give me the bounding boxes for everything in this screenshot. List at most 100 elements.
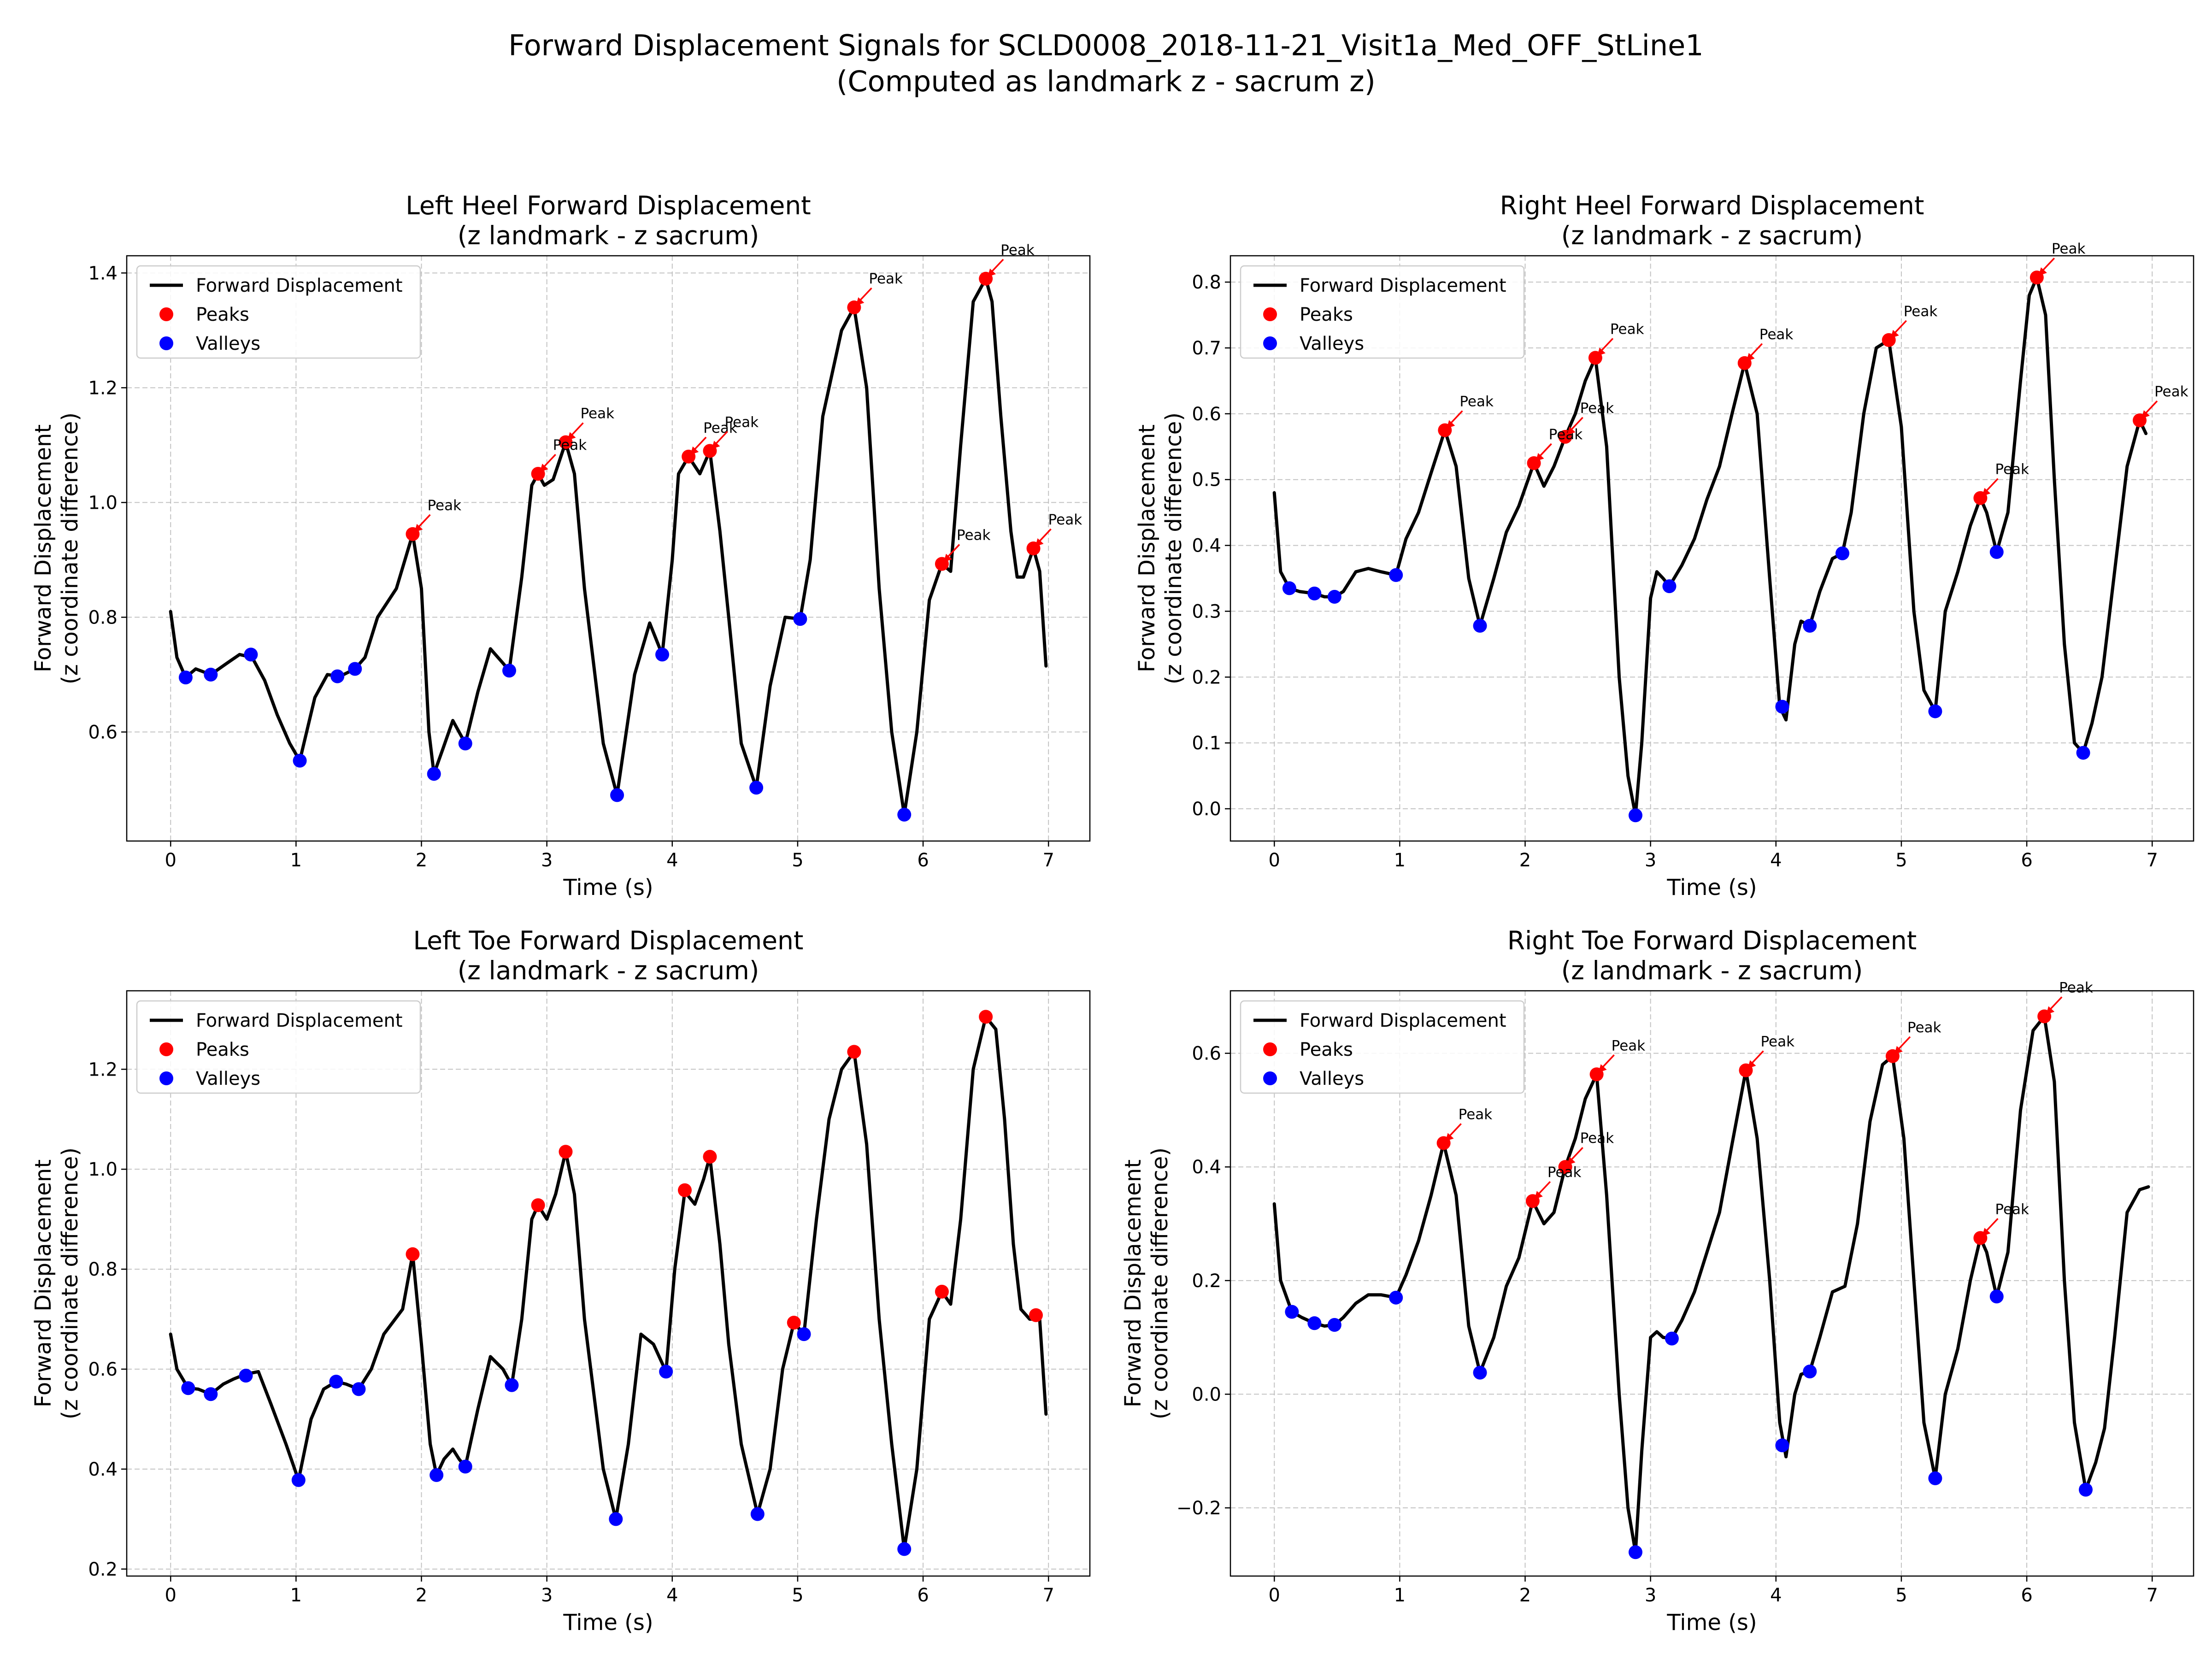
x-tick-label: 2 [1519, 850, 1531, 871]
y-tick-label: 0.4 [88, 1459, 118, 1480]
peak-annotation: Peak [1580, 1130, 1614, 1147]
peak-arrow-head [1982, 488, 1991, 496]
peak-annotation: Peak [703, 420, 737, 436]
x-tick-label: 3 [1645, 1585, 1656, 1606]
x-tick-label: 3 [1645, 850, 1656, 871]
legend-valleys-label: Valleys [1300, 333, 1364, 354]
peak-arrow-head [690, 446, 699, 455]
y-tick-label: 0.6 [88, 1359, 118, 1380]
legend-line-label: Forward Displacement [196, 275, 403, 296]
valley-marker [1989, 545, 2004, 559]
legend-valleys-label: Valleys [1300, 1068, 1364, 1089]
legend-line-label: Forward Displacement [1300, 275, 1506, 296]
peak-annotation: Peak [1760, 1034, 1794, 1050]
valley-marker [1307, 1316, 1322, 1330]
legend-peaks-label: Peaks [1300, 1039, 1353, 1060]
right-heel-y-axis-label-2: (z coordinate difference) [1161, 412, 1187, 684]
valley-marker [749, 781, 764, 795]
valley-marker [181, 1381, 195, 1395]
legend-valley-swatch [1263, 1071, 1277, 1085]
x-tick-label: 1 [290, 1585, 302, 1606]
peak-arrow-head [1597, 347, 1606, 356]
peak-arrow-head [1535, 453, 1544, 461]
x-tick-label: 5 [1895, 1585, 1907, 1606]
x-tick-label: 2 [416, 850, 427, 871]
y-tick-label: 0.5 [1192, 470, 1221, 491]
valley-marker [427, 767, 441, 781]
x-tick-label: 0 [165, 850, 176, 871]
left-toe-axes-frame [126, 990, 1091, 1577]
valley-marker [897, 807, 912, 822]
peak-annotation: Peak [2052, 241, 2086, 257]
x-tick-label: 1 [290, 850, 302, 871]
valley-marker [458, 1459, 472, 1474]
valley-marker [1662, 579, 1677, 594]
legend-valleys-label: Valleys [196, 333, 260, 354]
x-tick-label: 5 [792, 1585, 803, 1606]
left-heel-axes-frame [126, 255, 1091, 842]
left-toe-x-axis-label: Time (s) [563, 1610, 653, 1635]
y-tick-label: 1.2 [88, 377, 118, 399]
peak-arrow-head [2038, 267, 2047, 276]
valley-marker [793, 612, 807, 626]
peak-arrow-head [1035, 538, 1044, 547]
left-toe-legend: Forward Displacement Peaks Valleys [136, 1000, 421, 1094]
left-heel-y-axis-label: Forward Displacement [30, 424, 56, 672]
peak-arrow-head [712, 441, 720, 449]
peak-annotation: Peak [1995, 1201, 2029, 1218]
x-tick-label: 3 [541, 1585, 553, 1606]
peak-arrow-head [988, 268, 996, 277]
valley-marker [1628, 1545, 1642, 1559]
peak-annotation: Peak [957, 527, 991, 544]
left-heel-legend: Forward Displacement Peaks Valleys [136, 265, 421, 359]
subplot-right-heel: Right Heel Forward Displacement(z landma… [1134, 191, 2194, 900]
peak-annotation: Peak [1612, 1037, 1646, 1054]
y-tick-label: 1.4 [88, 263, 118, 284]
x-tick-label: 6 [917, 1585, 929, 1606]
y-tick-label: 1.0 [88, 492, 118, 513]
legend-peak-swatch [159, 307, 173, 321]
x-tick-label: 5 [792, 850, 803, 871]
valley-marker [610, 788, 624, 802]
valley-marker [178, 671, 193, 685]
peak-annotation: Peak [724, 414, 759, 430]
valley-marker [1928, 1471, 1942, 1485]
peak-marker [1029, 1308, 1043, 1322]
x-tick-label: 0 [1269, 1585, 1280, 1606]
x-tick-label: 6 [2021, 1585, 2032, 1606]
peak-arrow-head [856, 297, 865, 306]
left-heel-subtitle: (z landmark - z sacrum) [458, 221, 759, 250]
peak-marker [406, 1247, 420, 1261]
legend-peak-swatch [159, 1042, 173, 1056]
legend-valley-swatch [159, 336, 173, 350]
valley-marker [239, 1369, 253, 1383]
x-tick-label: 6 [2021, 850, 2032, 871]
right-heel-x-axis-label: Time (s) [1666, 875, 1757, 900]
legend-box [1240, 1000, 1525, 1094]
y-tick-label: −0.2 [1177, 1498, 1221, 1519]
valley-marker [1989, 1289, 2004, 1304]
y-tick-label: 1.0 [88, 1159, 118, 1180]
valley-marker [352, 1382, 366, 1396]
peak-arrow-head [1445, 1133, 1454, 1141]
valley-marker [1327, 1318, 1341, 1332]
y-tick-label: 0.2 [1192, 667, 1221, 688]
x-tick-label: 2 [1519, 1585, 1531, 1606]
valley-marker [659, 1365, 673, 1379]
peak-arrow-head [567, 432, 576, 441]
valley-marker [897, 1542, 912, 1556]
peak-annotation: Peak [1547, 1164, 1582, 1181]
peak-marker [935, 1284, 949, 1299]
y-tick-label: 0.6 [1192, 404, 1221, 425]
peak-annotation: Peak [1459, 394, 1494, 410]
peak-arrow-head [1567, 426, 1576, 435]
left-toe-y-axis-label: Forward Displacement [30, 1159, 56, 1407]
valley-marker [293, 753, 307, 768]
y-tick-label: 0.1 [1192, 733, 1221, 754]
peak-annotation: Peak [2154, 383, 2188, 400]
peak-arrow-head [1894, 1046, 1903, 1054]
valley-marker [1803, 1365, 1817, 1379]
y-tick-label: 0.4 [1192, 535, 1221, 557]
